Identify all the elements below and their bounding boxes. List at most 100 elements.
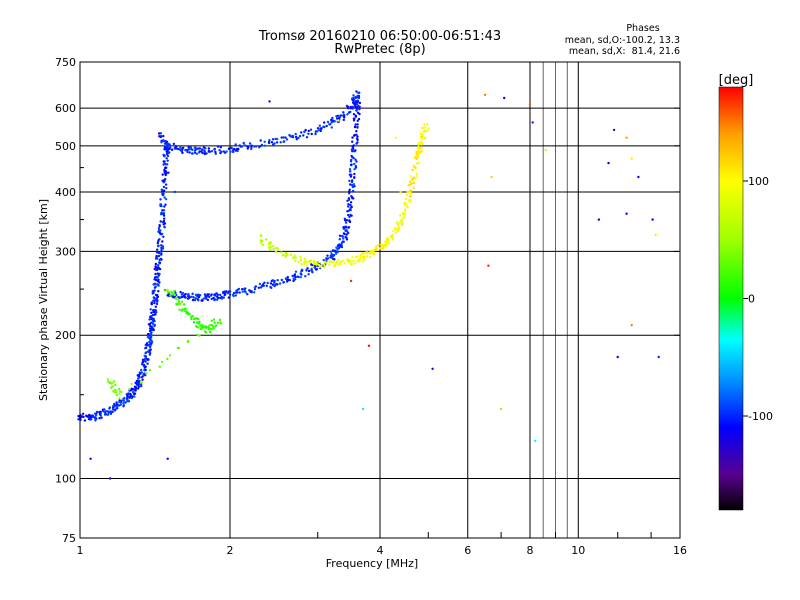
echo-point <box>278 282 282 285</box>
echo-point <box>154 282 157 285</box>
echo-point <box>331 116 334 120</box>
echo-point <box>206 298 210 302</box>
echo-point <box>424 136 427 139</box>
echo-point <box>247 145 250 149</box>
echo-point <box>166 357 169 361</box>
echo-point <box>140 371 144 374</box>
echo-point <box>168 151 171 154</box>
echo-point <box>136 387 140 390</box>
echo-point <box>166 144 169 147</box>
echo-point <box>349 175 353 178</box>
echo-point <box>219 322 223 325</box>
echo-point <box>230 146 233 150</box>
echo-point <box>145 342 149 345</box>
echo-point <box>196 147 200 150</box>
echo-point <box>177 302 180 306</box>
echo-point <box>356 126 359 129</box>
echo-point <box>197 294 200 297</box>
echo-point <box>159 135 162 138</box>
echo-point <box>409 175 412 178</box>
echo-point <box>162 219 166 223</box>
echo-point <box>315 262 318 265</box>
echo-point <box>309 128 313 131</box>
echo-point <box>98 417 101 420</box>
echo-point <box>171 292 174 295</box>
echo-point <box>164 289 167 292</box>
echo-point <box>159 229 162 232</box>
echo-point <box>155 297 158 300</box>
echo-point <box>379 247 382 250</box>
echo-point <box>259 234 263 238</box>
x-tick-label: 6 <box>464 544 471 557</box>
echo-point <box>164 170 168 173</box>
echo-point <box>320 265 323 268</box>
echo-point <box>219 293 222 297</box>
echo-point <box>400 222 404 226</box>
echo-point <box>141 363 144 366</box>
echo-point <box>213 298 216 302</box>
stats-line-x: mean, sd,X: 81.4, 21.6 <box>569 46 680 57</box>
echo-point <box>149 345 152 349</box>
echo-point <box>297 260 300 264</box>
chart-title: Tromsø 20160210 06:50:00-06:51:43 <box>258 29 501 44</box>
echo-point <box>160 253 163 256</box>
echo-point <box>339 263 342 266</box>
echo-point <box>107 380 110 383</box>
echo-point <box>149 315 153 318</box>
echo-point <box>355 130 358 133</box>
echo-point <box>160 232 164 236</box>
echo-point <box>348 219 351 222</box>
echo-point <box>166 159 169 162</box>
colorbar-tick-label: -100 <box>748 410 773 423</box>
echo-point <box>316 127 320 130</box>
echo-point <box>156 272 159 275</box>
echo-point <box>253 288 257 291</box>
echo-point <box>144 368 147 372</box>
echo-point <box>400 218 403 221</box>
echo-point <box>352 259 355 263</box>
echo-point <box>414 177 417 180</box>
echo-point <box>395 221 399 224</box>
colorbar-tick-label: 100 <box>748 175 769 188</box>
echo-point <box>148 327 152 330</box>
echo-point <box>140 368 143 372</box>
echo-point <box>372 251 375 254</box>
echo-point <box>223 290 226 293</box>
echo-point <box>163 217 166 220</box>
echo-point <box>260 284 264 288</box>
echo-point <box>347 205 350 208</box>
echo-point <box>318 260 321 264</box>
echo-point <box>294 270 298 273</box>
echo-point <box>490 175 493 179</box>
echo-point <box>117 404 121 407</box>
echo-point <box>354 149 357 152</box>
echo-point <box>346 210 349 213</box>
echo-point <box>654 233 657 237</box>
echo-point <box>269 241 272 244</box>
echo-point <box>345 233 348 236</box>
echo-point <box>210 293 213 296</box>
echo-point <box>273 279 276 283</box>
echo-point <box>146 333 150 336</box>
echo-point <box>112 389 115 393</box>
echo-point <box>305 136 309 139</box>
echo-point <box>149 338 152 341</box>
echo-point <box>187 148 191 151</box>
echo-point <box>240 288 244 291</box>
echo-point <box>409 193 413 196</box>
echo-point <box>163 154 166 157</box>
echo-point <box>237 147 240 151</box>
echo-point <box>386 239 390 242</box>
echo-point <box>342 240 345 243</box>
echo-point <box>357 105 360 108</box>
echo-point <box>412 176 415 179</box>
echo-point <box>349 170 352 173</box>
echo-point <box>214 324 218 327</box>
echo-point <box>261 243 265 246</box>
echo-point <box>225 150 228 153</box>
echo-point <box>284 136 287 139</box>
echo-point <box>398 227 401 231</box>
echo-point <box>154 268 158 271</box>
echo-point <box>169 294 172 297</box>
echo-point <box>106 378 110 381</box>
